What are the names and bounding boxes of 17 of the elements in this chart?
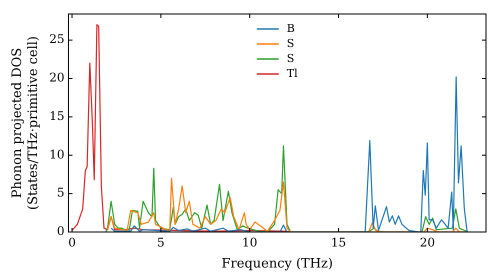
y-tick-label: 5	[56, 186, 64, 200]
x-tick-label: 0	[68, 235, 76, 250]
y-axis-title: Phonon projected DOS (States/THz·primitive cell)	[10, 36, 41, 210]
x-tick-label: 15	[330, 235, 346, 250]
y-tick-label: 15	[49, 108, 64, 123]
legend-label: S	[286, 36, 294, 50]
legend-label: S	[286, 52, 294, 65]
x-axis-title: Frequency (THz)	[222, 256, 333, 272]
y-tick-label: 20	[49, 70, 64, 85]
y-tick-label: 10	[49, 147, 64, 162]
x-tick-label: 10	[242, 235, 258, 250]
y-tick-label: 0	[56, 224, 64, 238]
x-tick-label: 20	[420, 235, 436, 250]
legend-label: Tl	[286, 66, 298, 80]
legend-label: B	[286, 22, 295, 35]
y-tick-label: 25	[49, 32, 64, 46]
x-tick-label: 5	[157, 235, 165, 250]
